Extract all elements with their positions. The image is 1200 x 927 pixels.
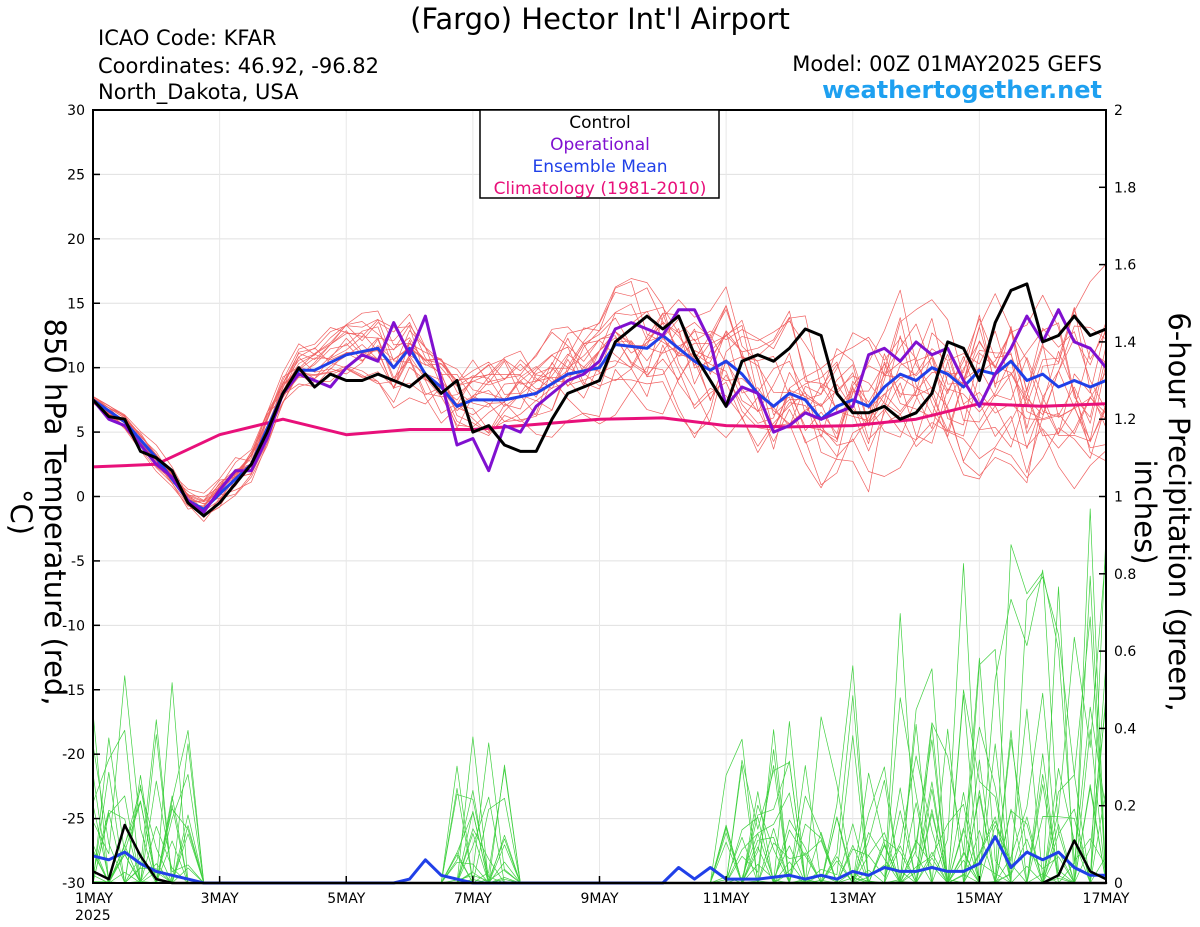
y2-tick-label: 0.8 <box>1114 567 1136 583</box>
y-tick-label: -15 <box>62 683 85 699</box>
page-title: (Fargo) Hector Int'l Airport <box>410 2 790 36</box>
x-tick-label: 9MAY <box>580 891 618 907</box>
temp-member-line <box>92 303 1107 512</box>
y2-tick-label: 1.2 <box>1114 412 1136 428</box>
y-tick-label: -20 <box>62 747 85 763</box>
chart-axes: 302520151050-5-10-15-20-25-3021.81.61.41… <box>62 103 1136 924</box>
site-link[interactable]: weathertogether.net <box>822 76 1102 104</box>
temp-member-line <box>92 322 1107 494</box>
y2-tick-label: 1.6 <box>1114 258 1136 274</box>
coordinates: Coordinates: 46.92, -96.82 <box>98 54 379 78</box>
y-axis-label-left: 850 hPa Temperature (red, °C) <box>4 318 72 706</box>
chart-series <box>91 282 1108 885</box>
x-tick-label: 11MAY <box>703 891 750 907</box>
ensemble-mean-line <box>92 334 1107 511</box>
temp-member-line <box>92 312 1107 505</box>
x-tick-label: 15MAY <box>956 891 1003 907</box>
y-tick-label: 15 <box>67 296 85 312</box>
x-tick-label: 5MAY <box>327 891 365 907</box>
legend-box <box>479 109 720 199</box>
y-tick-label: -5 <box>71 554 85 570</box>
y-tick-label: -25 <box>62 812 85 828</box>
y-axis-label-right: 6-hour Precipitation (green, inches) <box>1128 312 1196 712</box>
region-label: North_Dakota, USA <box>98 80 299 104</box>
temp-member-line <box>92 293 1107 504</box>
y2-tick-label: 0.6 <box>1114 644 1136 660</box>
icao-code: ICAO Code: KFAR <box>98 26 277 50</box>
y2-tick-label: 2 <box>1114 103 1123 119</box>
x-tick-label: 7MAY <box>454 891 492 907</box>
y-tick-label: 20 <box>67 232 85 248</box>
legend-entry: Climatology (1981-2010) <box>494 179 707 199</box>
y2-tick-label: 0.4 <box>1114 721 1136 737</box>
precip-mean-line <box>92 835 1106 885</box>
model-run: Model: 00Z 01MAY2025 GEFS <box>792 52 1102 76</box>
y-tick-label: 30 <box>67 103 85 119</box>
legend-entry: Control <box>569 113 630 133</box>
y2-tick-label: 1 <box>1114 490 1123 506</box>
y-tick-label: 10 <box>67 361 85 377</box>
y-tick-label: 25 <box>67 167 85 183</box>
y-tick-label: 5 <box>76 425 85 441</box>
climatology-line <box>92 402 1107 469</box>
x-tick-label: 17MAY <box>1083 891 1130 907</box>
y2-tick-label: 1.8 <box>1114 180 1136 196</box>
x-tick-label: 13MAY <box>829 891 876 907</box>
y2-tick-label: 0 <box>1114 876 1123 892</box>
y2-tick-label: 0.2 <box>1114 799 1136 815</box>
x-tick-label: 1MAY <box>75 891 113 907</box>
operational-line <box>91 308 1108 514</box>
x-tick-label: 3MAY <box>201 891 239 907</box>
y-tick-label: 0 <box>76 490 85 506</box>
control-line <box>91 282 1107 518</box>
legend-entry: Operational <box>550 135 650 155</box>
y2-tick-label: 1.4 <box>1114 335 1136 351</box>
chart-gridlines <box>92 109 1107 884</box>
x-year-label: 2025 <box>75 908 111 924</box>
y-tick-label: -30 <box>62 876 85 892</box>
y-tick-label: -10 <box>62 618 85 634</box>
legend-entry: Ensemble Mean <box>532 157 667 177</box>
